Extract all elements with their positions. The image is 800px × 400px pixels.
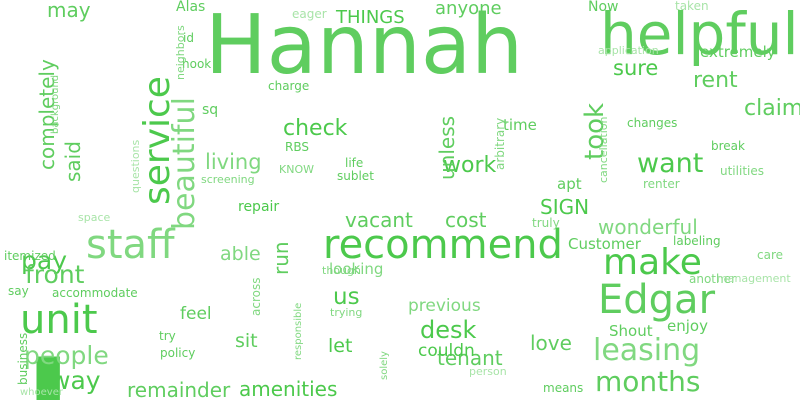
word-screening: screening <box>201 173 255 186</box>
word-across: across <box>249 277 263 316</box>
word-questions: questions <box>129 139 142 193</box>
word-break: break <box>711 139 745 153</box>
word-love: love <box>530 331 572 355</box>
word-eager: eager <box>292 7 327 21</box>
word-another: another <box>689 272 736 286</box>
word-make: make <box>603 242 702 283</box>
word-space: space <box>78 211 111 224</box>
word-months: months <box>595 365 701 398</box>
word-now: Now <box>588 0 619 15</box>
word-alas: Alas <box>176 0 206 15</box>
word-lease: lease <box>12 335 699 400</box>
word-enjoy: enjoy <box>667 317 708 335</box>
word-rent: rent <box>693 68 738 93</box>
word-sublet: sublet <box>337 169 374 183</box>
word-time: time <box>503 116 537 134</box>
word-cancellation: cancellation <box>597 116 610 184</box>
word-run: run <box>269 241 293 275</box>
word-truly: truly <box>532 216 560 230</box>
word-people: people <box>24 341 109 370</box>
word-know: KNOW <box>279 163 314 176</box>
word-shout: Shout <box>609 322 653 340</box>
word-unit: unit <box>20 297 98 343</box>
word-accommodate: accommodate <box>52 286 138 300</box>
word-charge: charge <box>268 79 310 93</box>
word-management: management <box>717 272 791 285</box>
word-customer: Customer <box>568 235 641 253</box>
word-vacant: vacant <box>345 208 413 232</box>
word-hannah: Hannah <box>205 0 524 93</box>
word-beautiful: beautiful <box>167 97 202 230</box>
word-feel: feel <box>180 304 212 324</box>
word-remainder: remainder <box>127 378 231 400</box>
word-said: said <box>61 141 85 182</box>
word-let: let <box>328 335 353 357</box>
word-may: may <box>47 0 91 22</box>
word-utilities: utilities <box>720 164 764 178</box>
word-tenant: tenant <box>437 346 503 370</box>
word-sure: sure <box>613 56 659 80</box>
word-labeling: labeling <box>673 234 721 248</box>
word-neighbors: neighbors <box>174 25 187 80</box>
word-recommend: recommend <box>323 222 563 268</box>
word-unless: unless <box>435 115 459 180</box>
word-staff: staff <box>86 222 175 268</box>
word-though: though <box>322 264 361 277</box>
word-business: business <box>16 332 30 385</box>
word-wonderful: wonderful <box>598 215 698 239</box>
word-background: background <box>50 74 61 134</box>
word-care: care <box>757 248 784 262</box>
word-extremely: extremely <box>700 43 776 61</box>
word-looking: looking <box>329 260 384 278</box>
word-couldn: couldn <box>418 341 475 361</box>
word-us: us <box>333 284 360 310</box>
word-leasing: leasing <box>593 333 701 368</box>
word-desk: desk <box>420 316 477 344</box>
word-say: say <box>8 284 29 298</box>
word-derek: Derek <box>788 131 800 393</box>
word-sign: SIGN <box>540 195 590 219</box>
word-trying: trying <box>330 306 363 319</box>
word-policy: policy <box>160 346 196 360</box>
word-want: want <box>637 148 704 179</box>
word-edgar: Edgar <box>598 277 716 323</box>
word-application: application <box>598 44 659 57</box>
word-work: work <box>443 153 497 178</box>
word-anyone: anyone <box>435 0 502 19</box>
word-itemized: itemized <box>4 249 56 263</box>
word-amenities: amenities <box>239 377 338 400</box>
word-way: way <box>50 366 101 395</box>
word-try: try <box>159 329 176 343</box>
word-things: THINGS <box>336 7 405 28</box>
word-apt: apt <box>557 175 582 193</box>
word-rbs: RBS <box>285 140 309 154</box>
word-cost: cost <box>445 208 487 232</box>
word-arbitrary: arbitrary <box>493 117 507 170</box>
word-claim: claim <box>744 96 800 121</box>
word-hook: hook <box>182 57 212 71</box>
word-whoever: whoever <box>20 387 63 398</box>
word-previous: previous <box>408 296 481 316</box>
word-able: able <box>220 243 261 265</box>
word-taken: taken <box>675 0 709 13</box>
word-check: check <box>283 116 348 141</box>
word-sq: sq <box>202 102 219 118</box>
word-solely: solely <box>379 351 390 380</box>
word-changes: changes <box>627 116 678 130</box>
word-means: means <box>543 381 584 395</box>
word-responsible: responsible <box>293 302 304 360</box>
word-pay: pay <box>21 246 67 275</box>
word-sit: sit <box>235 330 258 352</box>
word-living: living <box>205 150 262 174</box>
word-person: person <box>469 365 507 378</box>
word-life: life <box>345 156 364 170</box>
word-helpful: helpful <box>600 0 799 68</box>
word-id: id <box>183 31 194 45</box>
word-repair: repair <box>238 199 280 215</box>
word-front: front <box>25 260 85 289</box>
word-renter: renter <box>643 177 680 191</box>
